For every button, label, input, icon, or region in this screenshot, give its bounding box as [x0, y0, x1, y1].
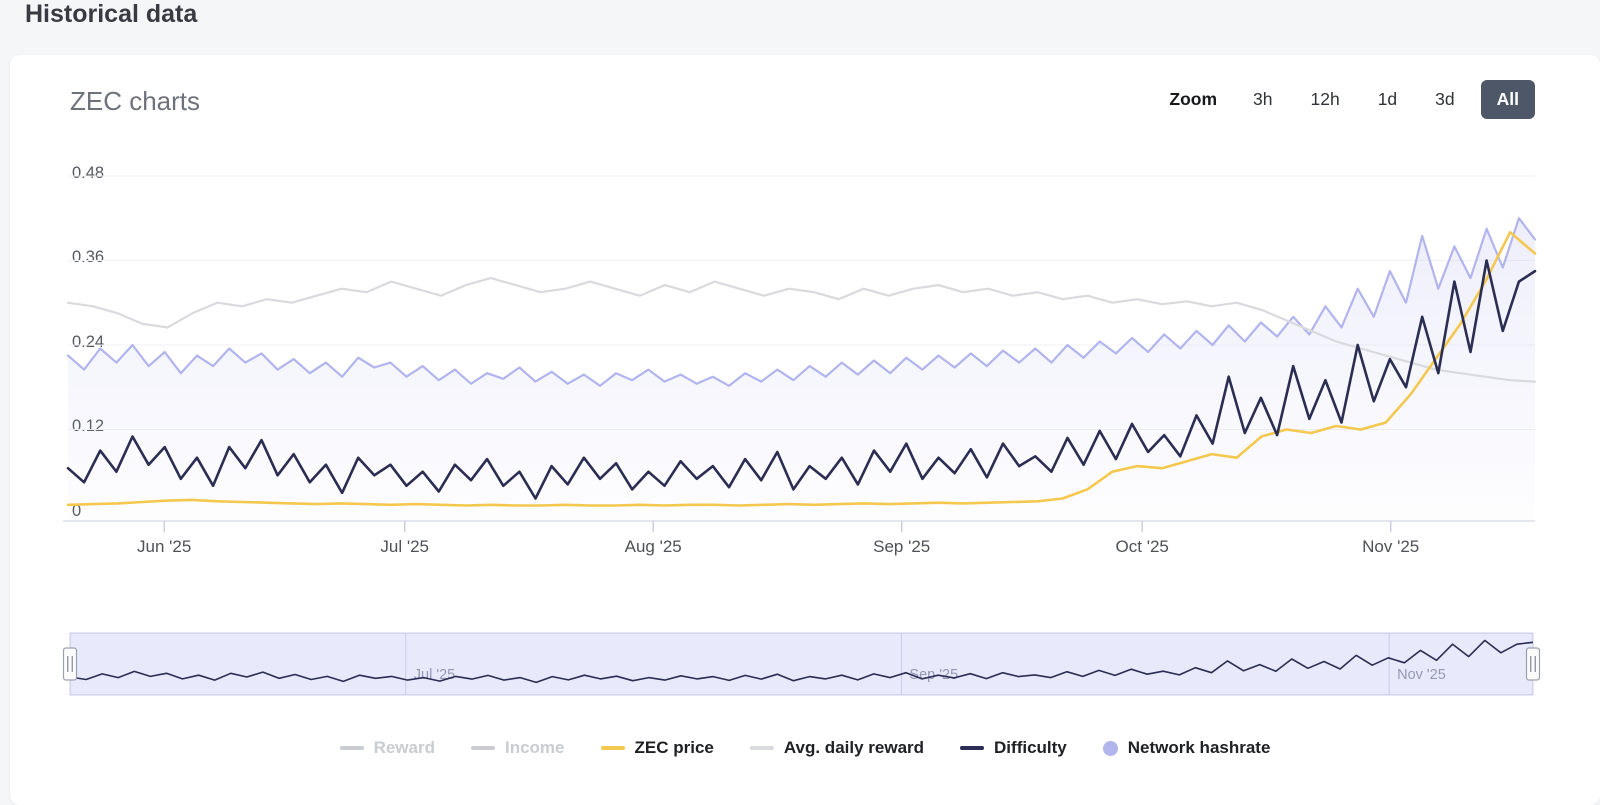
network-hashrate-area: [68, 218, 1535, 521]
x-axis-label: Jul '25: [380, 537, 429, 556]
navigator-mask[interactable]: [69, 632, 1534, 696]
legend-item-income[interactable]: Income: [470, 738, 565, 758]
zoom-option-3d[interactable]: 3d: [1423, 80, 1466, 119]
legend-item-difficulty[interactable]: Difficulty: [960, 738, 1067, 758]
chart-legend: Reward Income ZEC price Avg. daily rewar…: [10, 738, 1600, 758]
zec-price-line: [66, 231, 1537, 507]
avg-daily-reward-line: [66, 277, 1537, 383]
zec-price-line-marker-icon: [600, 746, 625, 750]
zoom-option-3h[interactable]: 3h: [1241, 80, 1284, 119]
network-hashrate-line: [66, 217, 1537, 387]
x-axis-label: Nov '25: [1362, 537, 1420, 556]
legend-label: Reward: [373, 738, 435, 757]
difficulty-line: [66, 259, 1537, 500]
legend-label: Difficulty: [994, 738, 1067, 757]
zoom-range-selector: Zoom 3h 12h 1d 3d All: [1169, 80, 1535, 119]
zoom-option-12h[interactable]: 12h: [1298, 80, 1351, 119]
zoom-label: Zoom: [1169, 89, 1218, 109]
reward-line-marker-icon: [339, 746, 364, 750]
y-axis-label: 0.24: [72, 332, 105, 351]
legend-item-zec-price[interactable]: ZEC price: [600, 738, 714, 758]
page-title: Historical data: [25, 0, 198, 28]
legend-item-reward[interactable]: Reward: [339, 738, 435, 758]
chart-title: ZEC charts: [70, 86, 201, 116]
navigator-left-handle[interactable]: [62, 647, 78, 681]
difficulty-line-marker-icon: [960, 746, 985, 750]
network-hashrate-circle-marker-icon: [1102, 740, 1118, 756]
x-axis-label: Oct '25: [1115, 537, 1169, 556]
legend-item-avg-daily-reward[interactable]: Avg. daily reward: [749, 738, 925, 758]
avg-daily-reward-line-marker-icon: [749, 746, 774, 750]
y-axis-label: 0.36: [72, 248, 105, 267]
y-axis-label: 0.48: [72, 163, 105, 182]
legend-item-network-hashrate[interactable]: Network hashrate: [1102, 738, 1271, 758]
x-axis-label: Sep '25: [873, 537, 931, 556]
x-axis-label: Jun '25: [137, 537, 192, 556]
legend-label: Avg. daily reward: [783, 738, 925, 757]
legend-label: Network hashrate: [1127, 738, 1271, 757]
navigator-right-handle[interactable]: [1525, 647, 1541, 681]
zoom-option-all[interactable]: All: [1480, 80, 1535, 119]
income-line-marker-icon: [470, 746, 495, 750]
navigator-series-line: [69, 639, 1534, 684]
navigator-axis-label: Nov '25: [1397, 667, 1446, 683]
zoom-option-1d[interactable]: 1d: [1366, 80, 1409, 119]
x-axis-label: Aug '25: [624, 537, 682, 556]
legend-label: ZEC price: [634, 738, 714, 757]
legend-label: Income: [504, 738, 565, 757]
